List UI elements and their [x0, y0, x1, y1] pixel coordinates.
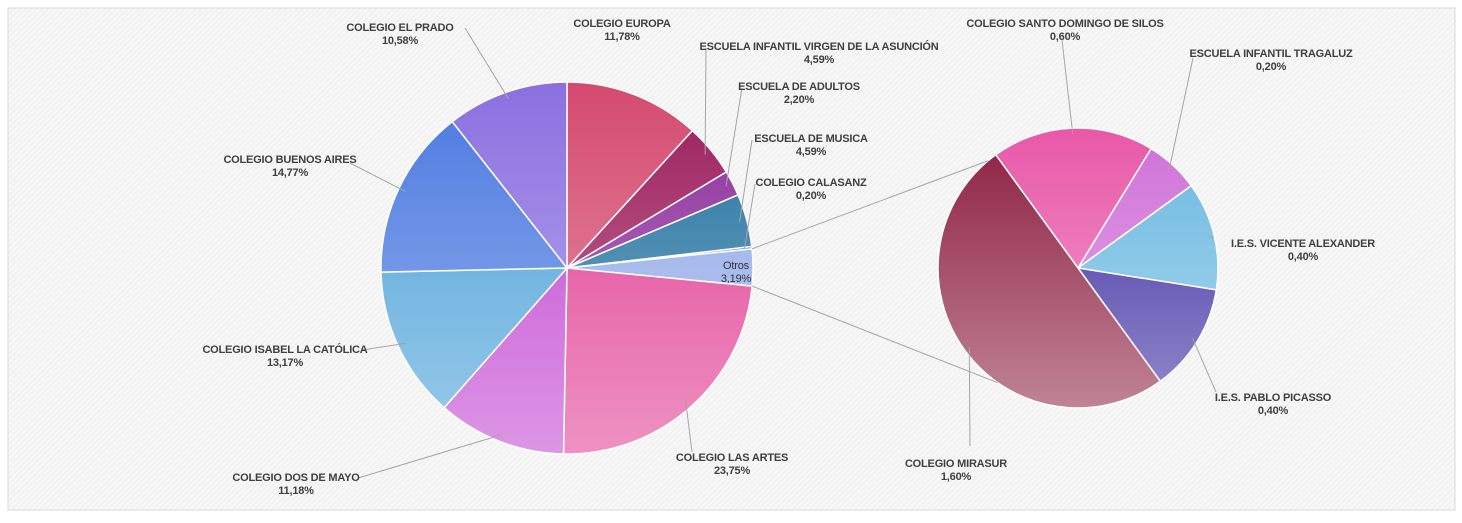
- slice-value-label: 0,40%: [1258, 405, 1289, 417]
- leader-line: [1061, 39, 1074, 134]
- slice-label: COLEGIO DOS DE MAYO: [232, 472, 360, 484]
- slice-label: ESCUELA DE ADULTOS: [738, 81, 860, 93]
- pie-slice: [380, 267, 569, 409]
- pie-slice: [566, 81, 694, 270]
- leader-line: [349, 162, 406, 193]
- leader-line: [744, 183, 756, 249]
- leader-line: [739, 139, 753, 223]
- slice-value-label: 0,60%: [1050, 31, 1081, 43]
- leader-line: [361, 342, 406, 351]
- slice-value-label: 4,59%: [796, 146, 827, 158]
- connector-line: [751, 160, 989, 250]
- pie-slice: [443, 265, 568, 455]
- slice-value-label: 10,58%: [382, 35, 419, 47]
- slice-label: COLEGIO CALASANZ: [755, 177, 867, 189]
- slice-value-label: 2,20%: [784, 94, 815, 106]
- slice-label: I.E.S. PABLO PICASSO: [1215, 392, 1332, 404]
- leader-line: [685, 401, 693, 453]
- pie-slice: [451, 81, 568, 271]
- slice-label: COLEGIO MIRASUR: [905, 458, 1007, 470]
- leader-line: [1208, 236, 1215, 239]
- slice-value-label: 0,40%: [1288, 251, 1319, 263]
- leader-line: [1168, 57, 1194, 170]
- pie-slice: [562, 267, 753, 455]
- slice-value-label: 0,20%: [1256, 61, 1287, 73]
- leader-line: [1192, 338, 1217, 393]
- slice-label: ESCUELA DE MUSICA: [754, 133, 868, 145]
- pie-slice: [1076, 266, 1218, 383]
- leader-line: [968, 346, 971, 447]
- slice-value-label: 11,18%: [278, 485, 314, 497]
- slice-label: ESCUELA INFANTIL VIRGEN DE LA ASUNCIÓN: [699, 40, 938, 53]
- slice-label: ESCUELA INFANTIL TRAGALUZ: [1189, 48, 1353, 60]
- slice-label: COLEGIO BUENOS AIRES: [223, 154, 356, 166]
- connector-line: [751, 285, 998, 384]
- slice-label: COLEGIO EL PRADO: [346, 22, 454, 34]
- slice-value-label: 11,78%: [604, 31, 640, 43]
- leader-line: [357, 433, 503, 479]
- leader-line: [725, 87, 743, 187]
- slice-label: COLEGIO SANTO DOMINGO DE SILOS: [966, 18, 1163, 30]
- pie-slice: [1076, 184, 1219, 291]
- leader-line: [704, 47, 707, 155]
- slice-label: I.E.S. VICENTE ALEXANDER: [1231, 238, 1375, 250]
- slice-value-label: 23,75%: [714, 465, 751, 477]
- slice-value-label: 3,19%: [721, 273, 752, 285]
- slice-value-label: 13,17%: [267, 357, 304, 369]
- slice-label: COLEGIO ISABEL LA CATÓLICA: [202, 343, 367, 356]
- pie-slice: [937, 153, 1162, 409]
- slice-value-label: 0,20%: [796, 190, 827, 202]
- slice-label: COLEGIO EUROPA: [573, 18, 670, 30]
- slice-value-label: 4,59%: [804, 54, 835, 66]
- slice-value-label: 14,77%: [272, 167, 309, 179]
- leader-line: [464, 27, 510, 100]
- slice-value-label: 1,60%: [941, 471, 972, 483]
- slice-label: Otros: [723, 260, 750, 272]
- slice-label: COLEGIO LAS ARTES: [676, 452, 788, 464]
